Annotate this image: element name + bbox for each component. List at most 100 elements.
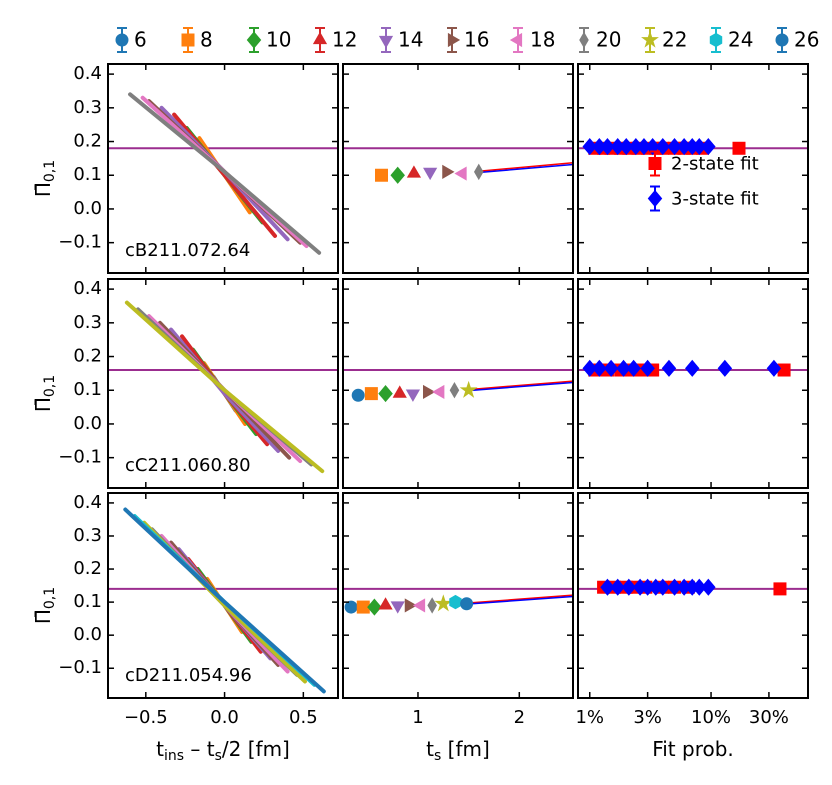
legend-marker	[775, 33, 789, 47]
marker	[619, 138, 634, 156]
y-tick-label: 0.4	[73, 278, 102, 299]
marker	[390, 166, 405, 184]
data-line	[123, 507, 326, 694]
marker	[449, 382, 460, 399]
legend-label: 3-state fit	[671, 189, 759, 210]
marker	[375, 168, 389, 182]
legend-marker	[115, 33, 129, 47]
plot-area	[578, 359, 808, 377]
marker	[406, 165, 422, 178]
fit-line	[478, 162, 573, 172]
y-tick-label: 0.0	[73, 624, 102, 645]
legend-marker	[378, 35, 394, 49]
legend-label: 8	[200, 28, 213, 52]
marker	[459, 380, 478, 398]
marker	[442, 164, 455, 179]
panel	[342, 278, 574, 489]
legend-label: 10	[266, 28, 291, 52]
marker	[645, 138, 660, 156]
fit-line	[466, 594, 573, 604]
panel	[577, 278, 809, 489]
x-axis-label-part: t	[426, 737, 434, 761]
y-tick-label: −0.1	[58, 232, 102, 253]
y-tick-label: 0.2	[73, 131, 102, 152]
data-line	[172, 112, 277, 238]
marker	[616, 359, 631, 377]
marker	[655, 578, 671, 596]
marker	[717, 359, 733, 377]
marker	[600, 578, 615, 596]
y-tick-label: 0.3	[73, 97, 102, 118]
marker	[432, 384, 445, 400]
marker	[582, 138, 598, 156]
legend-marker	[647, 189, 663, 208]
marker	[777, 363, 791, 377]
panel	[342, 63, 574, 274]
marker	[427, 597, 437, 614]
marker	[766, 359, 782, 377]
y-axis-label-part: 0,1	[42, 587, 58, 609]
marker	[626, 359, 641, 377]
x-tick-label: 10%	[691, 707, 731, 728]
marker	[412, 598, 426, 613]
marker	[640, 359, 655, 377]
panel-frame	[342, 492, 574, 699]
plot-area	[578, 138, 808, 156]
panel: 2-state fit 3-state fit	[577, 63, 809, 274]
x-axis-label-part: s	[215, 748, 222, 764]
panel-frame	[577, 492, 809, 699]
y-tick-label: 0.2	[73, 346, 102, 367]
y-tick-label: 0.3	[73, 525, 102, 546]
panel: 0.4 0.3 0.2 0.1 0.0 −0.1 cB211.072.64 Π̄0,1	[31, 63, 339, 274]
panel-frame	[107, 492, 339, 699]
legend-label: 14	[398, 28, 423, 52]
marker	[367, 598, 382, 616]
marker	[454, 166, 467, 181]
panel-frame	[577, 63, 809, 274]
legend-marker	[312, 31, 328, 45]
x-tick-label: 2	[514, 707, 525, 728]
marker	[390, 601, 405, 614]
y-axis-label-part: 0,1	[42, 375, 58, 397]
panel-frame	[107, 63, 339, 274]
plot-area	[108, 507, 338, 694]
legend-marker	[641, 30, 659, 48]
panel: 0.4 0.3 0.2 0.1 0.0 −0.1 −0.5 0.0 0.5 cD211.054.9…	[31, 492, 339, 764]
marker	[582, 359, 598, 377]
fit-line	[468, 380, 573, 391]
y-axis-label-part: Π̄	[31, 397, 55, 412]
x-axis-label-part: ins	[164, 748, 184, 764]
plot-area	[343, 587, 573, 616]
x-tick-label: 0.5	[289, 707, 318, 728]
fit-line	[468, 381, 573, 392]
marker	[449, 594, 462, 610]
y-axis-label: Π̄0,1	[31, 375, 59, 412]
marker	[423, 167, 438, 181]
legend-marker	[709, 32, 723, 48]
x-axis-label-part: s	[434, 748, 441, 764]
legend-marker	[648, 157, 662, 170]
marker	[667, 578, 682, 596]
panel-frame	[577, 278, 809, 489]
y-tick-label: 0.2	[73, 558, 102, 579]
y-tick-label: 0.1	[73, 164, 102, 185]
marker	[344, 600, 358, 614]
legend-label: 6	[134, 28, 147, 52]
marker	[364, 387, 378, 401]
y-tick-label: −0.1	[58, 447, 102, 468]
legend-marker	[447, 32, 461, 48]
x-axis-label: tins – ts/2 [fm]	[156, 737, 290, 765]
y-axis-label-part: Π̄	[31, 182, 55, 197]
fit-line	[466, 595, 573, 605]
marker	[600, 138, 615, 156]
marker	[473, 163, 484, 181]
x-axis-label-part: Fit prob.	[652, 737, 734, 761]
y-tick-label: 0.3	[73, 312, 102, 333]
y-axis-label: Π̄0,1	[31, 587, 59, 624]
x-axis-label-part: [fm]	[441, 737, 490, 761]
panel: 0.4 0.3 0.2 0.1 0.0 −0.1 cC211.060.80 Π̄0,1	[31, 278, 339, 489]
legend-label: 18	[530, 28, 555, 52]
y-tick-label: 0.4	[73, 63, 102, 84]
legend-marker	[246, 31, 262, 49]
